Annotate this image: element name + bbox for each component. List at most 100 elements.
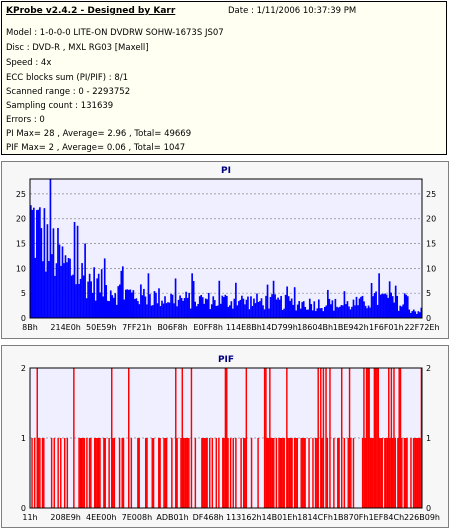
data-bar [389, 438, 391, 508]
data-bar [242, 438, 245, 508]
disc-line: Disc : DVD-R , MXL RG03 [Maxell] [6, 43, 149, 53]
data-bar [417, 311, 420, 318]
data-bar [52, 228, 55, 318]
data-bar [31, 438, 33, 508]
data-bar [316, 308, 319, 318]
data-bar [165, 303, 168, 318]
model-line: Model : 1-0-0-0 LITE-ON DVDRW SOHW-1673S… [6, 28, 224, 38]
data-bar [192, 281, 195, 318]
data-bar [253, 298, 255, 318]
data-bar [379, 294, 382, 318]
data-bar [76, 225, 79, 318]
data-bar [397, 438, 399, 508]
data-bar [39, 438, 41, 508]
data-bar [384, 293, 386, 318]
data-bar [348, 368, 351, 508]
data-bar [280, 295, 282, 318]
data-bar [141, 295, 144, 318]
data-bar [171, 294, 174, 318]
data-bar [99, 438, 101, 508]
data-bar [316, 438, 318, 508]
data-bar [282, 438, 284, 508]
data-bar [322, 311, 325, 318]
x-tick-label: 1814CFh [297, 513, 333, 522]
data-bar [333, 438, 335, 508]
data-bar [390, 292, 392, 318]
data-bar [180, 297, 183, 318]
data-bar [218, 280, 221, 318]
data-bar [267, 438, 270, 508]
x-tick-label: 50E59h [86, 323, 116, 332]
data-bar [339, 306, 341, 318]
data-bar [256, 293, 258, 318]
data-bar [348, 306, 350, 318]
x-tick-label: 1BE942h [333, 323, 369, 332]
app-title: KProbe v2.4.2 - Designed by Karr [6, 6, 176, 16]
x-tick-label: 8Bh [22, 323, 38, 332]
data-bar [305, 309, 308, 318]
data-bar [159, 438, 161, 508]
data-bar [334, 298, 337, 318]
data-bar [118, 284, 121, 318]
data-bar [277, 297, 279, 318]
data-bar [298, 301, 301, 318]
data-bar [257, 438, 259, 508]
data-bar [343, 438, 346, 508]
data-bar [232, 438, 234, 508]
x-tick-label: 14D799h [261, 323, 298, 332]
data-bar [363, 301, 365, 318]
data-bar [106, 300, 109, 318]
data-bar [239, 299, 242, 318]
data-bar [412, 309, 415, 318]
data-bar [138, 438, 140, 508]
data-bar [317, 299, 320, 318]
data-bar [75, 284, 77, 318]
data-bar [419, 438, 421, 508]
data-bar [266, 284, 269, 318]
data-bar [380, 438, 382, 508]
data-bar [149, 294, 151, 318]
data-bar [346, 301, 349, 318]
data-bar [365, 368, 368, 508]
data-bar [360, 296, 362, 318]
data-bar [369, 307, 371, 318]
data-bar [165, 438, 168, 508]
data-bar [308, 438, 310, 508]
data-bar [325, 305, 328, 318]
data-bar [250, 438, 253, 508]
data-bar [161, 300, 163, 318]
data-bar [338, 438, 340, 508]
data-bar [336, 306, 338, 318]
y-tick-label-right: 15 [426, 240, 436, 249]
data-bar [85, 298, 88, 318]
data-bar [153, 291, 156, 318]
data-bar [163, 438, 165, 508]
data-bar [405, 438, 407, 508]
data-bar [263, 309, 266, 318]
data-bar [195, 306, 198, 318]
data-bar [273, 438, 275, 508]
data-bar [183, 298, 186, 318]
data-bar [324, 306, 326, 318]
data-bar [188, 438, 190, 508]
data-bar [384, 438, 386, 508]
data-bar [221, 295, 224, 318]
data-bar [146, 304, 148, 318]
data-bar [345, 304, 347, 318]
data-bar [314, 438, 317, 508]
data-bar [284, 294, 287, 318]
data-bar [329, 368, 331, 508]
data-bar [103, 438, 105, 508]
data-bar [268, 308, 270, 318]
pif-summary-line: PIF Max= 2 , Average= 0.06 , Total= 1047 [6, 143, 186, 153]
data-bar [269, 296, 272, 318]
data-bar [241, 295, 243, 318]
y-tick-label-left: 5 [21, 289, 26, 298]
errors-line: Errors : 0 [6, 115, 45, 125]
data-bar [386, 438, 389, 508]
data-bar [371, 438, 373, 508]
data-bar [320, 368, 322, 508]
x-tick-label: 214E0h [50, 323, 80, 332]
data-bar [144, 438, 147, 508]
data-bar [134, 298, 136, 318]
